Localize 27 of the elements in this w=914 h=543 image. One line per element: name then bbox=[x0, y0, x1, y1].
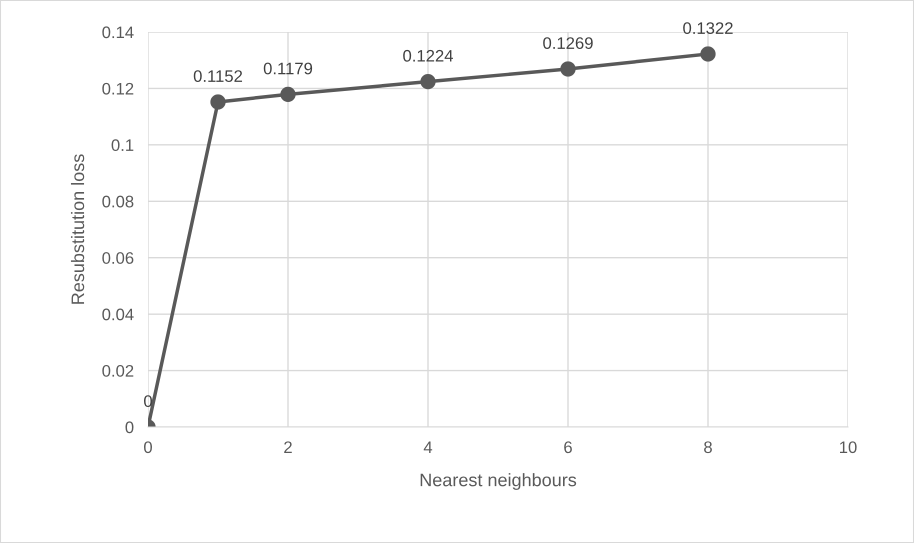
y-tick-label: 0 bbox=[125, 421, 134, 434]
point bbox=[560, 61, 576, 77]
x-tick-label: 6 bbox=[564, 441, 572, 454]
x-tick-label: 8 bbox=[704, 441, 712, 454]
x-tick-label: 2 bbox=[284, 441, 292, 453]
y-tick-label: 0.02 bbox=[102, 364, 134, 377]
y-tick-label: 0.14 bbox=[102, 26, 134, 38]
data-label: 0.1269 bbox=[543, 37, 593, 49]
data-label: 0.1152 bbox=[194, 70, 242, 82]
point bbox=[210, 94, 226, 110]
point bbox=[420, 74, 436, 90]
point bbox=[280, 86, 296, 102]
y-tick-label: 0.12 bbox=[102, 82, 134, 95]
data-label: 0.1179 bbox=[264, 62, 312, 74]
data-label: 0.1322 bbox=[683, 22, 733, 34]
x-axis-title: Nearest neighbours bbox=[420, 473, 576, 490]
x-tick-label: 0 bbox=[144, 441, 152, 454]
y-tick-label: 0.1 bbox=[112, 139, 134, 152]
x-tick-label: 10 bbox=[840, 441, 857, 454]
y-tick-label: 0.04 bbox=[102, 308, 134, 320]
x-tick-label: 4 bbox=[424, 442, 432, 453]
point bbox=[700, 46, 716, 62]
data-label: 0.1224 bbox=[403, 50, 454, 62]
y-tick-label: 0.08 bbox=[102, 196, 134, 208]
y-tick-label: 0.06 bbox=[102, 252, 134, 264]
data-label: 0 bbox=[144, 395, 152, 408]
y-axis-title: Resubstitution loss bbox=[70, 154, 84, 304]
